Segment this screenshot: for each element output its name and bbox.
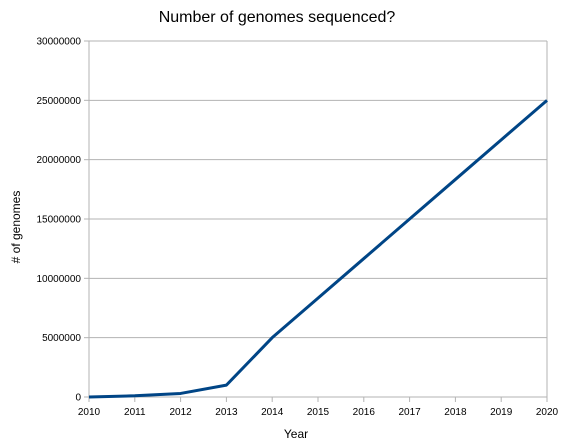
x-tick-label: 2020: [536, 407, 559, 418]
x-tick-label: 2013: [215, 407, 238, 418]
y-tick-label: 10000000: [37, 274, 82, 285]
x-tick-label: 2018: [444, 407, 467, 418]
chart-title: Number of genomes sequenced?: [159, 9, 396, 26]
y-tick-label: 30000000: [37, 37, 82, 48]
y-tick-label: 5000000: [42, 333, 81, 344]
x-tick-label: 2017: [398, 407, 421, 418]
x-tick-label: 2014: [261, 407, 284, 418]
y-axis-ticks: 0 5000000 10000000 15000000 20000000 25000000…: [37, 37, 89, 404]
y-tick-label: 0: [75, 393, 81, 404]
x-axis-ticks: 2010 2011 2012 2013 2014 2015 2016 2017 2018 2019…: [78, 397, 559, 418]
series-lines: [88, 99, 548, 399]
gridlines: [89, 40, 547, 398]
series-line: [88, 99, 548, 399]
x-tick-label: 2010: [78, 407, 101, 418]
y-tick-label: 20000000: [37, 155, 82, 166]
x-tick-label: 2011: [124, 407, 146, 418]
x-tick-label: 2016: [353, 407, 376, 418]
y-tick-label: 25000000: [37, 96, 82, 107]
x-tick-label: 2012: [169, 407, 192, 418]
x-tick-label: 2015: [307, 407, 330, 418]
x-tick-label: 2019: [490, 407, 513, 418]
y-axis-label: # of genomes: [9, 191, 23, 264]
x-axis-label: Year: [284, 427, 308, 441]
y-tick-label: 15000000: [37, 215, 82, 226]
